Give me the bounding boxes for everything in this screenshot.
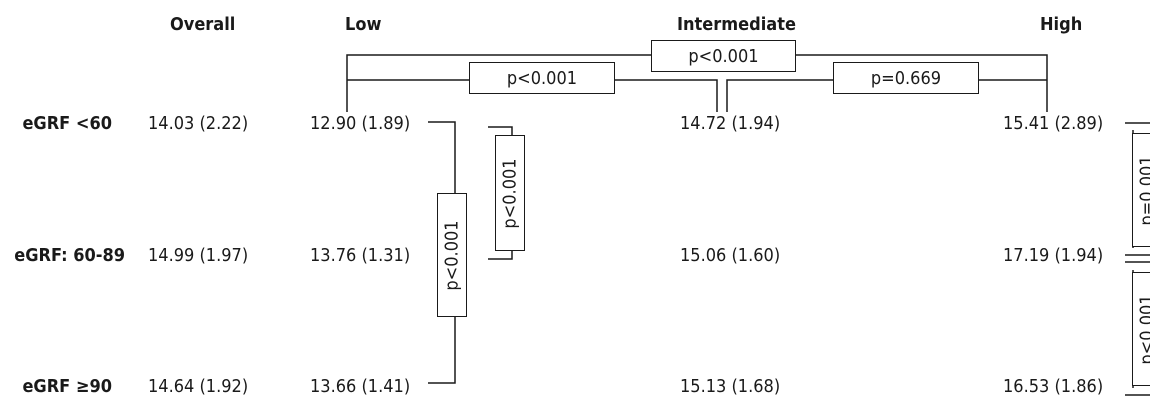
cell-intermediate: 14.72 (1.94) (680, 113, 781, 134)
header-intermediate: Intermediate (677, 14, 796, 35)
row-label-egfr-lt60: eGRF <60 (22, 113, 112, 134)
cell-low: 12.90 (1.89) (310, 113, 411, 134)
pvalue-low-vs-intermediate: p<0.001 (469, 62, 615, 94)
cell-intermediate: 15.06 (1.60) (680, 245, 781, 266)
header-overall: Overall (170, 14, 236, 35)
header-low: Low (345, 14, 382, 35)
pvalue-low-row1-vs-row2: p<0.001 (495, 135, 525, 251)
cell-high: 16.53 (1.86) (1003, 376, 1104, 397)
cell-low: 13.76 (1.31) (310, 245, 411, 266)
pvalue-low-row1-vs-row3: p<0.001 (437, 193, 467, 317)
cell-intermediate: 15.13 (1.68) (680, 376, 781, 397)
row-label-egfr-ge90: eGRF ≥90 (22, 376, 112, 397)
header-high: High (1040, 14, 1083, 35)
cell-low: 13.66 (1.41) (310, 376, 411, 397)
cell-high: 17.19 (1.94) (1003, 245, 1104, 266)
pvalue-high-row1-vs-row2: p=0.001 (1132, 133, 1150, 247)
pvalue-intermediate-vs-high: p=0.669 (833, 62, 979, 94)
pvalue-high-row2-vs-row3: p<0.001 (1132, 272, 1150, 386)
cell-overall: 14.64 (1.92) (148, 376, 249, 397)
pvalue-label: p<0.001 (1136, 293, 1150, 365)
pvalue-label: p=0.001 (1136, 154, 1150, 226)
pvalue-label: p<0.001 (441, 219, 463, 291)
pvalue-label: p<0.001 (499, 157, 521, 229)
row-label-egfr-60-89: eGRF: 60-89 (14, 245, 125, 266)
cell-overall: 14.99 (1.97) (148, 245, 249, 266)
cell-overall: 14.03 (2.22) (148, 113, 249, 134)
pvalue-low-vs-high: p<0.001 (651, 40, 796, 72)
cell-high: 15.41 (2.89) (1003, 113, 1104, 134)
